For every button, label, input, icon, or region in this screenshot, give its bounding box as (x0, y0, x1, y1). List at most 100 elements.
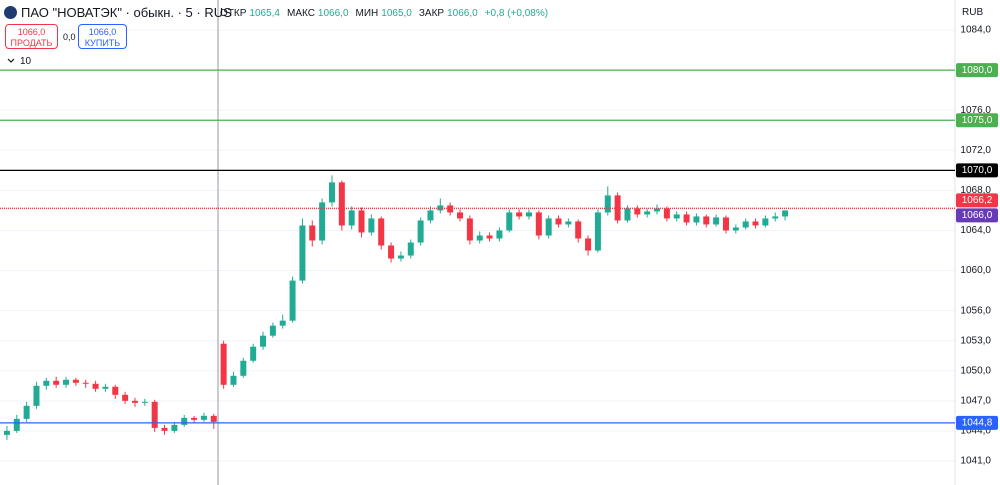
candle-body (181, 417, 188, 425)
candle-body (43, 380, 50, 386)
candle-body (92, 383, 99, 389)
candle-body (112, 386, 119, 395)
candle-body (535, 212, 542, 236)
candle-body (3, 430, 10, 435)
candle-body (417, 220, 424, 243)
candle-body (141, 401, 148, 403)
price-badge (956, 63, 998, 78)
price-badge (956, 113, 998, 128)
candle-body (63, 379, 70, 385)
open-value: 1065,4 (249, 8, 280, 19)
open-label: ОТКР (220, 8, 247, 19)
candle-body (585, 238, 592, 251)
close-value: 1066,0 (447, 8, 478, 19)
candle-body (240, 360, 247, 376)
candle-body (309, 225, 316, 241)
candle-body (23, 405, 30, 419)
candle-body (338, 182, 345, 226)
candle-body (575, 221, 582, 239)
price-badge-label: 1075,0 (962, 115, 993, 126)
candle-body (457, 212, 464, 219)
buy-label: КУПИТЬ (84, 38, 121, 48)
candle-body (427, 210, 434, 221)
ohlc-legend: ОТКР 1065,4 МАКС 1066,0 МИН 1065,0 ЗАКР 1066… (220, 8, 552, 19)
candle-body (762, 218, 769, 226)
candle-body (319, 202, 326, 241)
chevron-icon (7, 58, 15, 63)
sell-price: 1066,0 (17, 27, 46, 37)
candle-body (545, 218, 552, 236)
candle-body (122, 394, 129, 401)
candle-body (693, 216, 700, 223)
candle-body (752, 221, 759, 226)
candle-body (279, 320, 286, 326)
price-badge (956, 208, 998, 223)
candle-body (525, 212, 532, 217)
high-label: МАКС (286, 8, 315, 19)
y-tick-label: 1064,0 (960, 225, 991, 236)
y-tick-label: 1053,0 (960, 335, 991, 346)
candle-body (782, 210, 789, 217)
currency[interactable]: RUB (962, 7, 984, 18)
y-tick-label: 1084,0 (960, 25, 991, 36)
buy-button[interactable]: 1066,0 КУПИТЬ (78, 24, 127, 49)
candle-body (171, 424, 178, 431)
symbol-header: ПАО "НОВАТЭК" · обыкн. · 5 · RUS (4, 5, 232, 20)
candle-body (368, 218, 375, 233)
candle-body (191, 417, 198, 420)
candle-body (624, 208, 631, 221)
candle-body (299, 225, 306, 281)
sell-button[interactable]: 1066,0 ПРОДАТЬ (5, 24, 58, 49)
candle-body (614, 195, 621, 221)
candle-body (131, 400, 138, 403)
candle-body (151, 401, 158, 428)
price-badge-label: 1066,0 (962, 210, 993, 221)
candle-body (388, 245, 395, 259)
candle-body (407, 242, 414, 256)
candle-body (594, 212, 601, 251)
candle-body (772, 216, 779, 219)
candle-body (565, 221, 572, 225)
candle-body (722, 217, 729, 231)
quantity-selector[interactable]: 10 (4, 54, 37, 68)
price-badge (956, 193, 998, 208)
candle-body (33, 385, 40, 406)
price-badge-label: 1066,2 (962, 195, 993, 206)
y-tick-label: 1044,0 (960, 426, 991, 437)
candle-body (703, 216, 710, 225)
candle-body (397, 255, 404, 259)
y-tick-label: 1047,0 (960, 395, 991, 406)
y-tick-label: 1056,0 (960, 305, 991, 316)
high-value: 1066,0 (317, 8, 349, 19)
sell-label: ПРОДАТЬ (10, 38, 53, 48)
close-label: ЗАКР (418, 8, 445, 19)
y-tick-label: 1068,0 (960, 185, 991, 196)
candle-body (476, 235, 483, 241)
candle-body (102, 386, 109, 389)
symbol-title[interactable]: ПАО "НОВАТЭК" · обыкн. · 5 · RUS (21, 5, 232, 20)
symbol-icon (4, 6, 17, 19)
spread: 0,0 (63, 32, 76, 42)
candle-body (466, 218, 473, 241)
candle-body (663, 208, 670, 219)
y-tick-label: 1041,0 (960, 456, 991, 467)
candle-body (732, 227, 739, 231)
price-badge-label: 1080,0 (962, 65, 993, 76)
price-badge (956, 163, 998, 178)
candle-body (53, 380, 60, 385)
candle-body (683, 214, 690, 223)
candle-body (673, 214, 680, 219)
quantity-value: 10 (20, 55, 32, 67)
candle-body (210, 415, 217, 422)
candle-body (220, 343, 227, 385)
y-tick-label: 1072,0 (960, 145, 991, 156)
y-tick-label: 1060,0 (960, 265, 991, 276)
candle-body (604, 195, 611, 213)
candle-body (516, 212, 523, 217)
y-tick-label: 1050,0 (960, 365, 991, 376)
candle-body (378, 218, 385, 246)
candle-body (506, 212, 513, 231)
price-badge-label: 1070,0 (962, 165, 993, 176)
